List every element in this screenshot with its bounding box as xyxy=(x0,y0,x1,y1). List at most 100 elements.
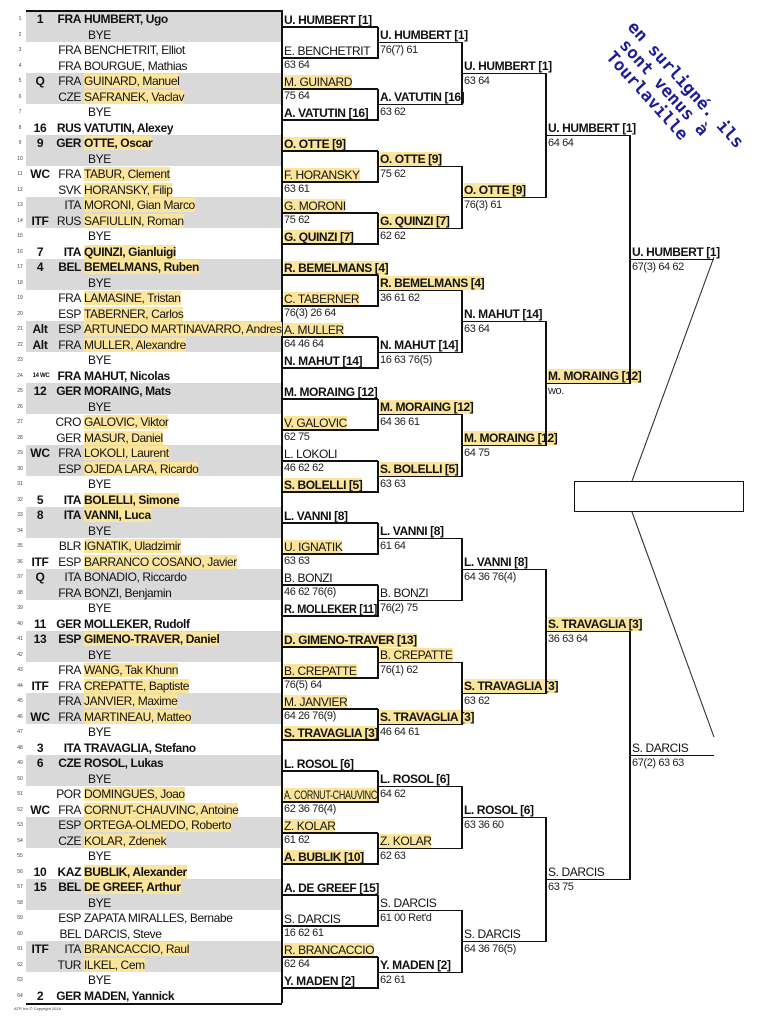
round-2-winner[interactable]: R. BRANCACCIO xyxy=(284,942,375,957)
player-name[interactable]: OTTE, Oscar xyxy=(84,136,153,150)
round-2-winner[interactable]: M. JANVIER xyxy=(284,694,348,709)
player-name[interactable]: SAFRANEK, Vaclav xyxy=(84,89,185,104)
player-name[interactable]: BYE xyxy=(88,477,111,491)
player-name[interactable]: CORNUT-CHAUVINC, Antoine xyxy=(84,802,239,817)
round-2-winner[interactable]: R. MOLLEKER [11] xyxy=(284,601,377,616)
player-name[interactable]: BYE xyxy=(88,353,111,367)
player-name[interactable]: BYE xyxy=(88,895,111,910)
round-2-winner[interactable]: A. BUBLIK [10] xyxy=(284,849,364,864)
player-name[interactable]: MAHUT, Nicolas xyxy=(84,368,170,383)
player-name[interactable]: VATUTIN, Alexey xyxy=(84,120,174,135)
round-2-winner[interactable]: G. MORONI xyxy=(284,198,346,213)
round-4-winner[interactable]: S. TRAVAGLIA [3] xyxy=(464,679,559,693)
round-2-winner[interactable]: L. VANNI [8] xyxy=(284,508,348,523)
player-name[interactable]: ORTEGA-OLMEDO, Roberto xyxy=(84,818,232,832)
player-name[interactable]: BYE xyxy=(88,973,111,987)
player-name[interactable]: QUINZI, Gianluigi xyxy=(84,244,176,259)
player-name[interactable]: BARRANCO COSANO, Javier xyxy=(84,554,237,569)
round-2-winner[interactable]: R. BEMELMANS [4] xyxy=(284,260,389,275)
round-2-winner[interactable]: A. CORNUT-CHAUVINC xyxy=(284,787,377,802)
round-5-winner[interactable]: S. TRAVAGLIA [3] xyxy=(548,617,643,631)
round-3-winner[interactable]: R. BEMELMANS [4] xyxy=(380,276,485,290)
player-name[interactable]: DOMINGUES, Joao xyxy=(84,787,185,801)
round-3-winner[interactable]: S. DARCIS xyxy=(380,896,437,910)
player-name[interactable]: TABUR, Clement xyxy=(84,167,170,181)
player-name[interactable]: SAFIULLIN, Roman xyxy=(84,213,184,228)
player-name[interactable]: WANG, Tak Khunn xyxy=(84,663,179,677)
round-2-winner[interactable]: A. DE GREEF [15] xyxy=(284,880,379,895)
player-name[interactable]: HORANSKY, Filip xyxy=(84,182,173,197)
round-3-winner[interactable]: N. MAHUT [14] xyxy=(380,338,459,352)
round-6-winner[interactable]: U. HUMBERT [1] xyxy=(632,245,720,259)
player-name[interactable]: ROSOL, Lukas xyxy=(84,756,164,770)
player-name[interactable]: ARTUNEDO MARTINAVARRO, Andres xyxy=(84,322,282,336)
round-2-winner[interactable]: A. MULLER xyxy=(284,322,344,337)
player-name[interactable]: BONZI, Benjamin xyxy=(84,585,172,600)
round-6-winner[interactable]: S. DARCIS xyxy=(632,741,689,755)
round-4-winner[interactable]: U. HUMBERT [1] xyxy=(464,59,552,73)
round-2-winner[interactable]: O. OTTE [9] xyxy=(284,136,346,151)
player-name[interactable]: BYE xyxy=(88,601,111,615)
player-name[interactable]: VANNI, Luca xyxy=(84,508,151,522)
player-name[interactable]: BONADIO, Riccardo xyxy=(84,570,187,584)
round-2-winner[interactable]: V. GALOVIC xyxy=(284,415,347,430)
player-name[interactable]: BRANCACCIO, Raul xyxy=(84,942,189,956)
player-name[interactable]: MARTINEAU, Matteo xyxy=(84,709,192,724)
player-name[interactable]: TABERNER, Carlos xyxy=(84,306,184,321)
round-4-winner[interactable]: M. MORAING [12] xyxy=(464,431,558,445)
round-3-winner[interactable]: B. BONZI xyxy=(380,586,429,600)
round-2-winner[interactable]: F. HORANSKY xyxy=(284,167,360,182)
round-4-winner[interactable]: L. VANNI [8] xyxy=(464,555,528,569)
round-2-winner[interactable]: E. BENCHETRIT xyxy=(284,43,371,58)
round-3-winner[interactable]: M. MORAING [12] xyxy=(380,400,474,414)
round-2-winner[interactable]: Z. KOLAR xyxy=(284,818,336,833)
player-name[interactable]: BYE xyxy=(88,229,111,243)
player-name[interactable]: DARCIS, Steve xyxy=(84,926,162,941)
player-name[interactable]: ZAPATA MIRALLES, Bernabe xyxy=(84,911,233,925)
player-name[interactable]: MADEN, Yannick xyxy=(84,988,175,1003)
round-2-winner[interactable]: N. MAHUT [14] xyxy=(284,353,363,368)
player-name[interactable]: MORONI, Gian Marco xyxy=(84,198,195,212)
round-3-winner[interactable]: O. OTTE [9] xyxy=(380,152,442,166)
round-2-winner[interactable]: S. DARCIS xyxy=(284,911,341,926)
player-name[interactable]: BYE xyxy=(88,27,111,42)
round-2-winner[interactable]: G. QUINZI [7] xyxy=(284,229,354,244)
round-2-winner[interactable]: M. GUINARD xyxy=(284,74,353,89)
round-2-winner[interactable]: U. HUMBERT [1] xyxy=(284,12,372,27)
round-3-winner[interactable]: Z. KOLAR xyxy=(380,834,432,848)
player-name[interactable]: LOKOLI, Laurent xyxy=(84,446,169,460)
player-name[interactable]: MORAING, Mats xyxy=(84,384,171,398)
round-2-winner[interactable]: D. GIMENO-TRAVER [13] xyxy=(284,632,417,647)
round-3-winner[interactable]: L. ROSOL [6] xyxy=(380,772,450,786)
round-2-winner[interactable]: U. IGNATIK xyxy=(284,539,343,554)
player-name[interactable]: LAMASINE, Tristan xyxy=(84,291,181,305)
round-2-winner[interactable]: A. VATUTIN [16] xyxy=(284,105,369,120)
player-name[interactable]: BYE xyxy=(88,105,111,119)
round-2-winner[interactable]: B. CREPATTE xyxy=(284,663,357,678)
player-name[interactable]: MOLLEKER, Rudolf xyxy=(84,616,190,631)
round-3-winner[interactable]: S. TRAVAGLIA [3] xyxy=(380,710,475,724)
round-4-winner[interactable]: N. MAHUT [14] xyxy=(464,307,543,321)
player-name[interactable]: BUBLIK, Alexander xyxy=(84,864,187,879)
player-name[interactable]: TRAVAGLIA, Stefano xyxy=(84,740,196,755)
round-2-winner[interactable]: Y. MADEN [2] xyxy=(284,973,355,988)
player-name[interactable]: IGNATIK, Uladzimir xyxy=(84,539,181,553)
player-name[interactable]: CREPATTE, Baptiste xyxy=(84,678,190,693)
player-name[interactable]: BYE xyxy=(88,151,111,166)
round-2-winner[interactable]: L. LOKOLI xyxy=(284,446,338,461)
player-name[interactable]: BYE xyxy=(88,849,111,863)
player-name[interactable]: HUMBERT, Ugo xyxy=(84,12,168,26)
round-3-winner[interactable]: A. VATUTIN [16] xyxy=(380,90,465,104)
round-5-winner[interactable]: M. MORAING [12] xyxy=(548,369,642,383)
player-name[interactable]: BYE xyxy=(88,647,111,662)
player-name[interactable]: GIMENO-TRAVER, Daniel xyxy=(84,632,220,646)
player-name[interactable]: BYE xyxy=(88,725,111,739)
player-name[interactable]: BYE xyxy=(88,399,111,414)
player-name[interactable]: MULLER, Alexandre xyxy=(84,337,186,352)
player-name[interactable]: BYE xyxy=(88,523,111,538)
player-name[interactable]: KOLAR, Zdenek xyxy=(84,833,167,848)
player-name[interactable]: BOURGUE, Mathias xyxy=(84,58,187,73)
round-4-winner[interactable]: S. DARCIS xyxy=(464,927,521,941)
round-2-winner[interactable]: C. TABERNER xyxy=(284,291,360,306)
player-name[interactable]: JANVIER, Maxime xyxy=(84,694,178,708)
